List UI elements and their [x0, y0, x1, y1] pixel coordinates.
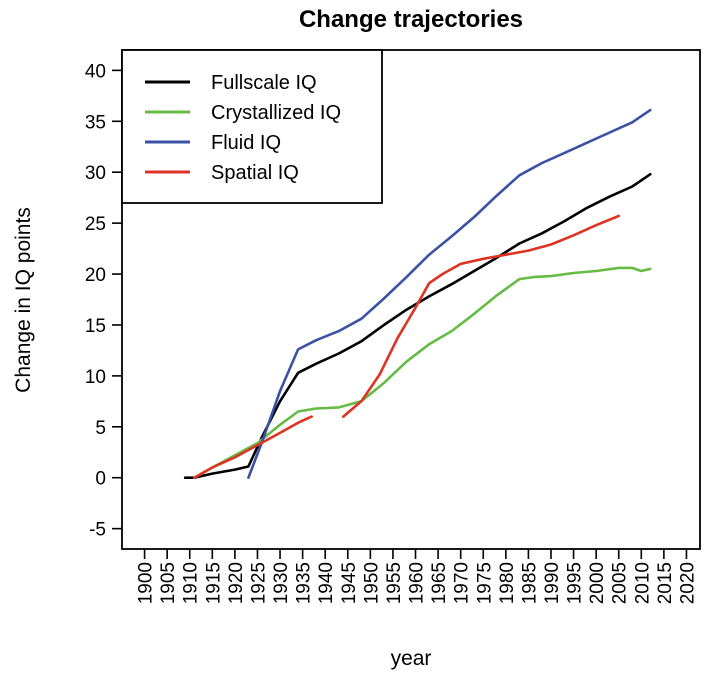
- plot-frame: [121, 49, 701, 550]
- x-tick-label: 1925: [248, 562, 269, 604]
- x-tick-label: 1970: [452, 562, 473, 604]
- y-tick-label: -5: [89, 520, 106, 541]
- x-tick-label: 1980: [497, 562, 518, 604]
- y-tick-label: 0: [95, 469, 106, 490]
- y-axis-label: Change in IQ points: [12, 207, 35, 393]
- y-tick-label: 5: [95, 418, 106, 439]
- x-tick-label: 2020: [677, 562, 698, 604]
- series-line-crystallized-iq: [193, 266, 652, 480]
- y-tick-label: 10: [85, 367, 106, 388]
- x-tick-label: 1990: [542, 562, 563, 604]
- x-tick-label: 1945: [339, 562, 360, 604]
- x-tick-label: 1910: [181, 562, 202, 604]
- x-tick-label: 2005: [610, 562, 631, 604]
- x-tick-label: 2010: [632, 562, 653, 604]
- chart-title: Change trajectories: [299, 6, 523, 33]
- series-layer: [183, 108, 652, 480]
- x-axis-label: year: [391, 647, 432, 670]
- legend-label-fullscale-iq: Fullscale IQ: [211, 72, 317, 94]
- y-tick-label: 40: [85, 61, 106, 82]
- x-tick-label: 1995: [565, 562, 586, 604]
- series-line-spatial-iq: [193, 415, 314, 480]
- x-tick-label: 1950: [361, 562, 382, 604]
- y-tick-label: 30: [85, 163, 106, 184]
- y-tick-label: 35: [85, 112, 106, 133]
- legend: Fullscale IQ Crystallized IQ Fluid IQ Spati…: [121, 49, 383, 204]
- x-tick-label: 1920: [226, 562, 247, 604]
- x-tick-label: 1975: [474, 562, 495, 604]
- y-tick-label: 20: [85, 265, 106, 286]
- series-line-spatial-iq: [341, 214, 621, 418]
- x-tick-label: 1905: [158, 562, 179, 604]
- x-tick-label: 1930: [271, 562, 292, 604]
- x-tick-label: 2015: [655, 562, 676, 604]
- y-tick-label: 25: [85, 214, 106, 235]
- x-axis: 1900 1905 1910 1915 1920 1925 1930 1935 1940 1945…: [136, 549, 698, 604]
- x-tick-label: 1985: [519, 562, 540, 604]
- y-axis: -5 0 5 10 15 20 25 30 35 40: [85, 61, 122, 541]
- legend-label-crystallized-iq: Crystallized IQ: [211, 102, 341, 124]
- legend-label-spatial-iq: Spatial IQ: [211, 162, 299, 184]
- x-tick-label: 1940: [316, 562, 337, 604]
- series-line-fullscale-iq: [183, 172, 652, 480]
- x-tick-label: 1900: [136, 562, 157, 604]
- x-tick-label: 1955: [384, 562, 405, 604]
- legend-label-fluid-iq: Fluid IQ: [211, 132, 281, 154]
- x-tick-label: 1935: [294, 562, 315, 604]
- x-tick-label: 1915: [203, 562, 224, 604]
- x-tick-label: 2000: [587, 562, 608, 604]
- y-tick-label: 15: [85, 316, 106, 337]
- series-line-fluid-iq: [247, 108, 652, 480]
- x-tick-label: 1960: [407, 562, 428, 604]
- x-tick-label: 1965: [429, 562, 450, 604]
- legend-box: [121, 49, 383, 204]
